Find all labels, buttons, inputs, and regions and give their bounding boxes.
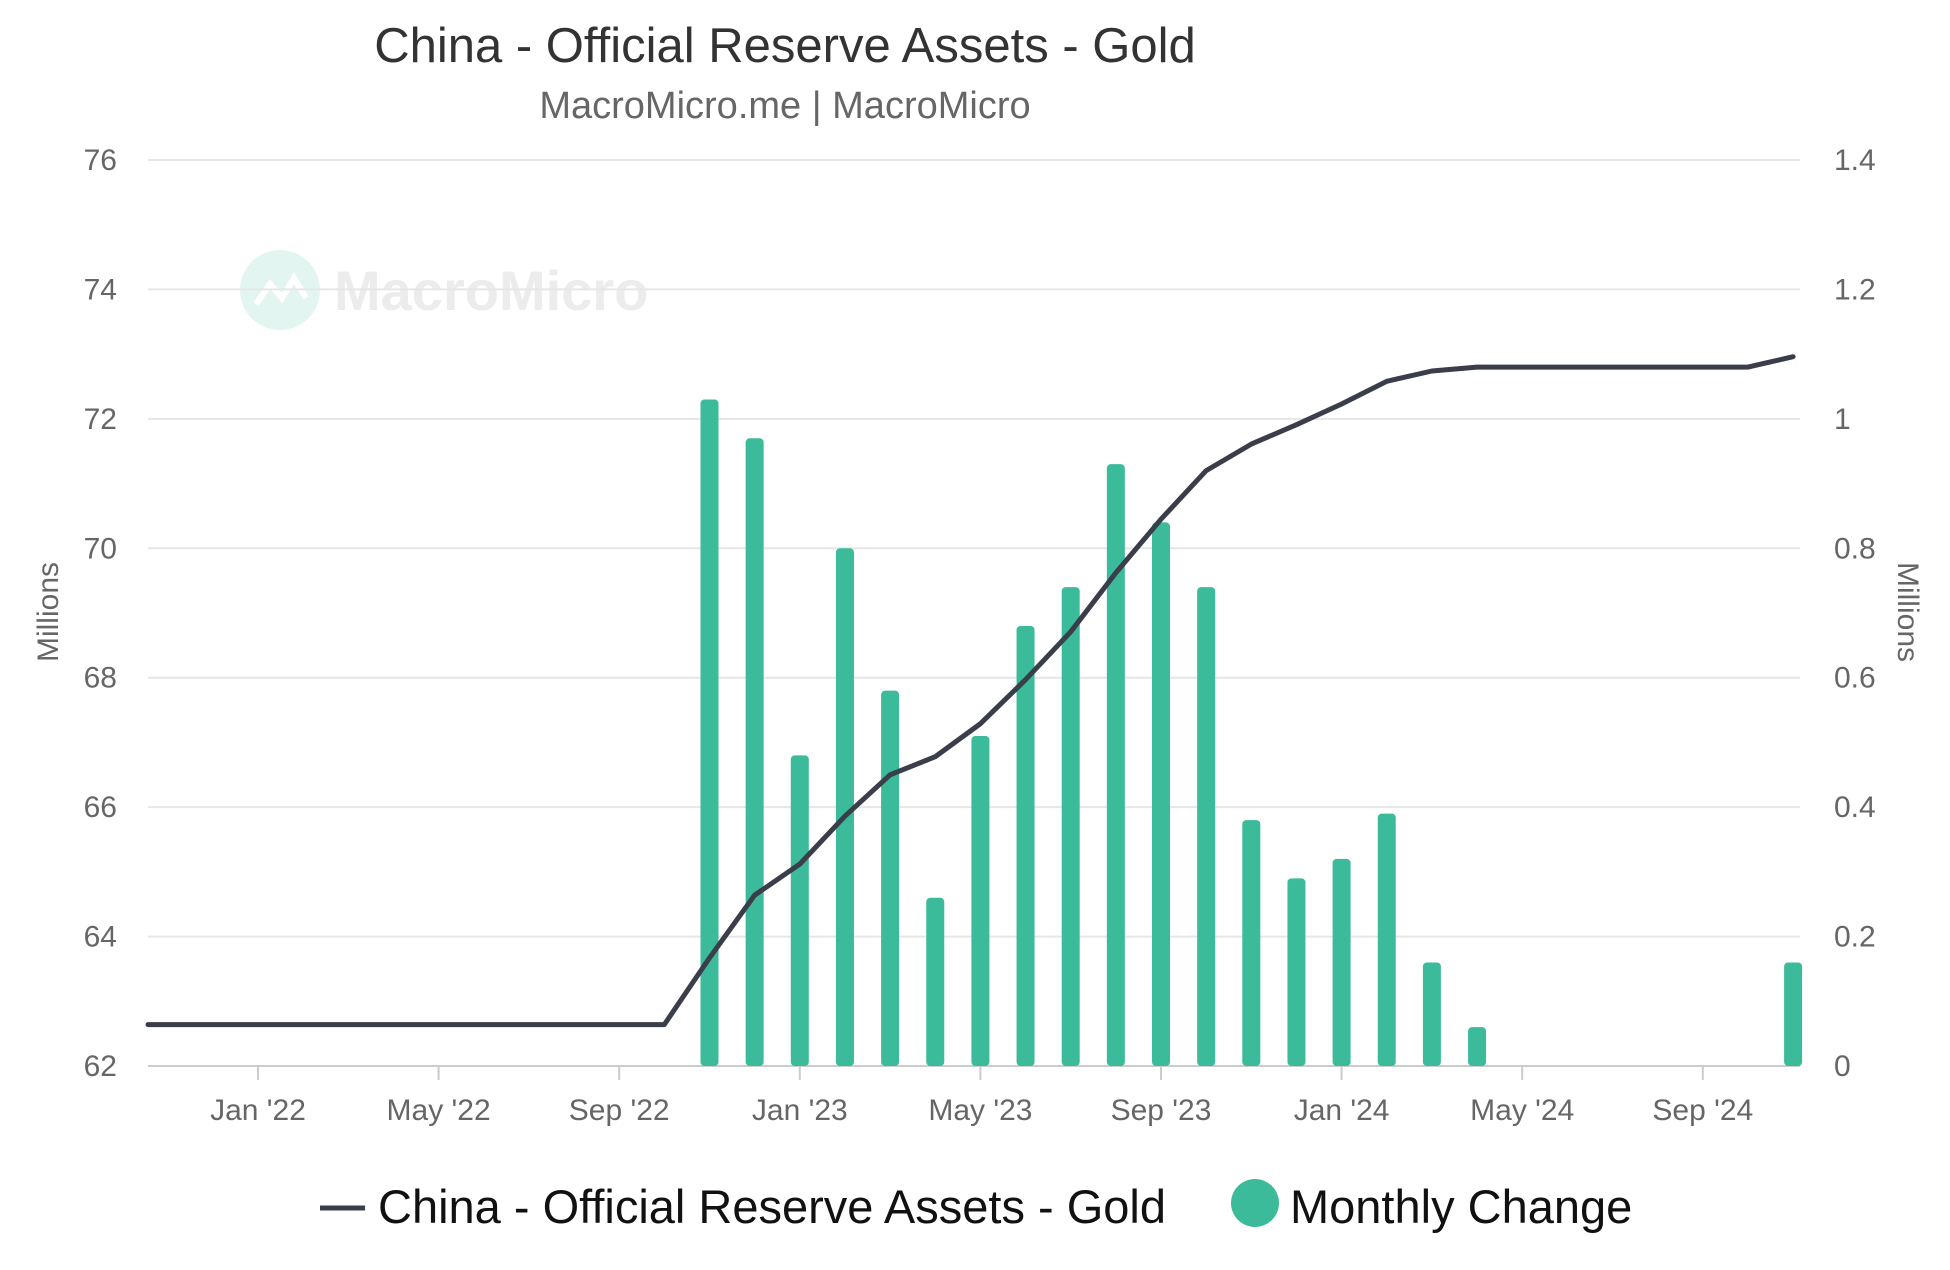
bar bbox=[1377, 813, 1396, 1066]
bar bbox=[1287, 878, 1306, 1066]
bar bbox=[1332, 858, 1351, 1066]
x-tick-label: Sep '24 bbox=[1652, 1094, 1753, 1127]
bar bbox=[1468, 1027, 1487, 1066]
gridlines bbox=[148, 159, 1800, 1067]
x-tick-label: Jan '23 bbox=[752, 1094, 848, 1127]
right-axis-title: Millions bbox=[1891, 562, 1924, 662]
x-tick-label: May '22 bbox=[387, 1094, 491, 1127]
left-tick-label: 62 bbox=[84, 1050, 117, 1083]
bar bbox=[745, 438, 764, 1066]
watermark: MacroMicro bbox=[240, 250, 648, 330]
bar bbox=[926, 897, 945, 1066]
right-tick-label: 0.8 bbox=[1834, 532, 1876, 565]
legend-label-gold: China - Official Reserve Assets - Gold bbox=[378, 1180, 1166, 1233]
monthly-change-bars bbox=[700, 399, 1803, 1067]
chart-title: China - Official Reserve Assets - Gold bbox=[374, 19, 1196, 73]
left-tick-label: 66 bbox=[84, 791, 117, 824]
right-tick-label: 0.2 bbox=[1834, 921, 1876, 954]
gold-reserve-line bbox=[145, 354, 1796, 1028]
watermark-logo-mark bbox=[253, 272, 309, 306]
left-axis-title: Millions bbox=[32, 562, 65, 662]
left-tick-label: 68 bbox=[84, 662, 117, 695]
bar bbox=[700, 399, 719, 1066]
right-tick-label: 1 bbox=[1834, 403, 1851, 436]
bar bbox=[835, 548, 854, 1066]
watermark-text: MacroMicro bbox=[334, 259, 648, 322]
left-tick-label: 72 bbox=[84, 403, 117, 436]
series-line bbox=[145, 354, 1796, 1028]
right-tick-label: 0.4 bbox=[1834, 791, 1876, 824]
chart-subtitle: MacroMicro.me | MacroMicro bbox=[539, 85, 1030, 127]
right-tick-label: 1.4 bbox=[1834, 144, 1876, 177]
bar bbox=[881, 690, 900, 1066]
bar bbox=[1784, 962, 1803, 1066]
left-tick-label: 70 bbox=[84, 532, 117, 565]
bar bbox=[1422, 962, 1441, 1066]
bar bbox=[1152, 522, 1170, 1066]
x-tick-label: May '23 bbox=[928, 1094, 1032, 1127]
legend: China - Official Reserve Assets - Gold M… bbox=[320, 1179, 1632, 1233]
left-axis-ticks: 62 64 66 68 70 72 74 76 bbox=[84, 144, 117, 1083]
bar bbox=[1061, 587, 1080, 1066]
bar bbox=[1197, 587, 1216, 1066]
bar bbox=[971, 735, 990, 1066]
left-tick-label: 76 bbox=[84, 144, 117, 177]
right-axis-ticks: 0 0.2 0.4 0.6 0.8 1 1.2 1.4 bbox=[1834, 144, 1876, 1083]
left-tick-label: 64 bbox=[84, 921, 117, 954]
right-tick-label: 0 bbox=[1834, 1050, 1851, 1083]
left-tick-label: 74 bbox=[84, 273, 117, 306]
x-tick-label: Jan '22 bbox=[210, 1094, 306, 1127]
right-tick-label: 0.6 bbox=[1834, 662, 1876, 695]
x-axis-ticks: Jan '22 May '22 Sep '22 Jan '23 May '23 Sep '… bbox=[210, 1066, 1753, 1127]
legend-dot-swatch bbox=[1231, 1179, 1279, 1227]
bar bbox=[1016, 625, 1035, 1066]
legend-label-monthly-change: Monthly Change bbox=[1290, 1180, 1632, 1233]
x-tick-label: Sep '22 bbox=[569, 1094, 670, 1127]
bar bbox=[1106, 464, 1125, 1067]
x-tick-label: Jan '24 bbox=[1294, 1094, 1390, 1127]
x-tick-label: May '24 bbox=[1470, 1094, 1574, 1127]
bar bbox=[790, 755, 809, 1066]
right-tick-label: 1.2 bbox=[1834, 273, 1876, 306]
x-tick-label: Sep '23 bbox=[1111, 1094, 1212, 1127]
bar bbox=[1242, 820, 1261, 1066]
